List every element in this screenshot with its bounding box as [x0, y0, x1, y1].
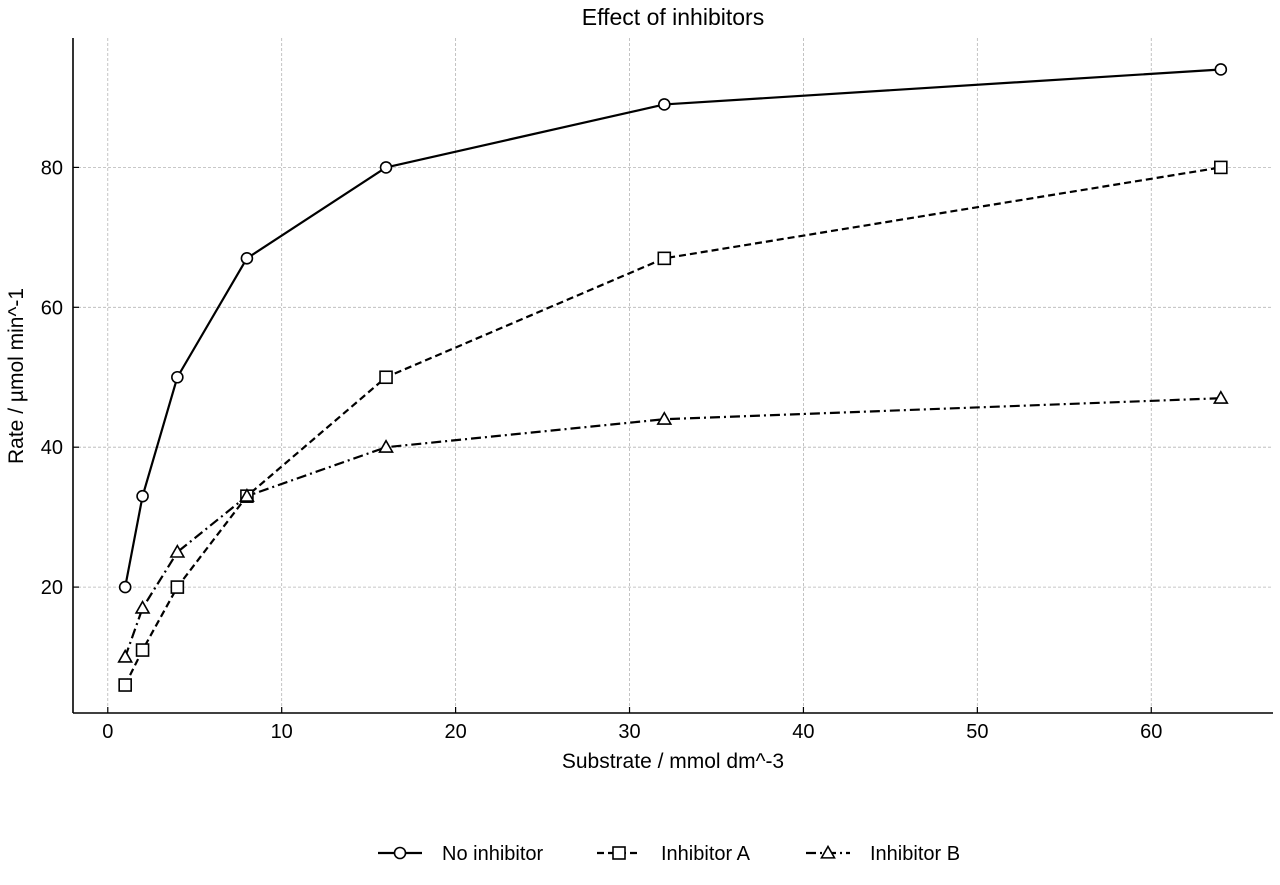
y-axis-label: Rate / µmol min^-1 — [5, 288, 28, 464]
y-tick-label-3: 80 — [41, 157, 63, 179]
legend-item-0: No inhibitor — [378, 843, 544, 865]
x-tick-label-0: 0 — [102, 721, 113, 743]
x-tick-label-6: 60 — [1140, 721, 1162, 743]
data-point-1-2 — [170, 580, 185, 594]
data-point-1-1 — [135, 643, 150, 657]
y-tick-label-1: 40 — [41, 437, 63, 459]
series-1 — [118, 160, 1228, 692]
x-tick-label-2: 20 — [444, 721, 466, 743]
x-tick-label-4: 40 — [792, 721, 814, 743]
data-point-0-1 — [136, 489, 149, 503]
data-point-2-4 — [378, 439, 394, 453]
data-point-0-3 — [240, 252, 254, 265]
data-point-0-4 — [379, 161, 393, 174]
data-point-2-6 — [1212, 390, 1229, 404]
data-point-2-3 — [239, 488, 255, 502]
series-line-1 — [124, 166, 1222, 686]
series-line-0 — [124, 68, 1221, 588]
data-point-2-0 — [117, 648, 134, 663]
data-point-2-2 — [169, 544, 186, 558]
x-tick-label-1: 10 — [271, 721, 293, 743]
legend-label-0: No inhibitor — [442, 843, 544, 865]
series-group — [117, 63, 1229, 692]
x-tick-label-5: 50 — [966, 721, 988, 743]
data-point-0-6 — [1214, 63, 1228, 76]
legend-marker-2 — [820, 844, 836, 859]
legend-label-2: Inhibitor B — [870, 843, 960, 865]
data-point-0-5 — [658, 98, 671, 111]
y-tick-label-0: 20 — [41, 577, 63, 599]
data-point-1-5 — [657, 251, 672, 266]
x-axis-label: Substrate / mmol dm^-3 — [562, 750, 784, 773]
legend-marker-1 — [612, 846, 626, 860]
series-2 — [117, 390, 1229, 663]
legend-item-1: Inhibitor A — [597, 843, 751, 865]
legend-label-1: Inhibitor A — [661, 843, 751, 865]
series-0 — [118, 63, 1228, 594]
data-point-1-6 — [1214, 160, 1228, 175]
series-line-2 — [124, 397, 1221, 658]
data-point-2-5 — [656, 411, 673, 425]
axes: 0 10 20 30 40 50 60 20 40 60 80 — [41, 38, 1273, 743]
data-point-0-2 — [171, 370, 184, 384]
legend-item-2: Inhibitor B — [806, 843, 960, 865]
legend: No inhibitor Inhibitor A Inhibitor B — [378, 843, 960, 865]
data-point-1-0 — [118, 678, 132, 692]
data-point-1-4 — [379, 370, 393, 385]
data-point-0-0 — [118, 580, 132, 594]
grid — [73, 38, 1273, 713]
x-tick-label-3: 30 — [618, 721, 640, 743]
data-point-2-1 — [134, 599, 151, 614]
chart-title: Effect of inhibitors — [582, 4, 764, 30]
legend-marker-0 — [393, 846, 407, 860]
y-tick-label-2: 60 — [41, 297, 63, 319]
